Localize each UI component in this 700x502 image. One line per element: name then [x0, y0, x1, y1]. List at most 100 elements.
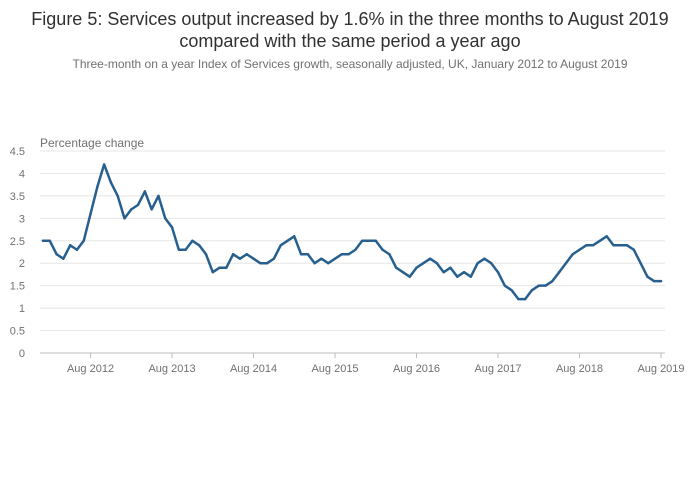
x-tick-label: Aug 2012: [67, 363, 114, 375]
data-point: [204, 253, 208, 256]
data-point: [197, 244, 201, 247]
data-point: [496, 271, 500, 274]
data-point: [612, 244, 615, 247]
data-point: [340, 253, 344, 256]
data-point: [218, 266, 221, 269]
data-point: [646, 275, 649, 278]
data-point: [293, 235, 296, 238]
data-point: [415, 266, 418, 269]
data-point: [483, 257, 486, 260]
x-tick-label: Aug 2018: [556, 363, 603, 375]
data-point: [143, 190, 147, 193]
data-point: [177, 248, 181, 251]
data-point: [632, 248, 636, 251]
data-point: [116, 194, 119, 198]
y-tick-label: 0: [19, 348, 25, 360]
data-point: [299, 253, 303, 256]
data-point: [510, 288, 513, 292]
y-tick-label: 3.5: [10, 191, 25, 203]
y-tick-label: 1: [19, 303, 25, 315]
x-tick-label: Aug 2015: [311, 363, 358, 375]
data-point: [462, 271, 466, 274]
data-point: [619, 244, 622, 247]
data-point: [503, 284, 507, 287]
data-point: [306, 253, 310, 256]
data-point: [327, 262, 330, 265]
data-point: [449, 266, 452, 269]
data-point: [238, 257, 242, 260]
data-point: [422, 262, 425, 265]
data-point: [428, 257, 432, 260]
data-point: [82, 239, 85, 242]
data-point: [75, 248, 79, 251]
data-point: [245, 253, 248, 256]
data-point: [401, 271, 405, 274]
data-point: [157, 194, 160, 198]
data-point: [625, 244, 629, 247]
chart-subtitle: Three-month on a year Index of Services …: [72, 57, 628, 71]
x-tick-label: Aug 2014: [230, 363, 277, 375]
data-point: [435, 262, 439, 265]
x-axis-ticks: Aug 2012 Aug 2013 Aug 2014 Aug 2015 Aug 2016…: [67, 353, 685, 375]
y-tick-label: 4: [19, 168, 25, 180]
data-point: [96, 185, 99, 189]
data-point: [109, 181, 113, 184]
y-tick-label: 4.5: [10, 146, 25, 158]
data-point: [530, 288, 534, 292]
data-point: [442, 271, 445, 274]
data-point: [585, 244, 588, 247]
data-point: [62, 257, 65, 260]
data-point: [388, 253, 391, 256]
y-axis-ticks: 0 0.5 1 1.5 2 2.5 3 3.5 4 4.5: [10, 146, 25, 360]
data-point: [367, 239, 371, 242]
data-point: [591, 244, 595, 247]
data-point: [347, 253, 350, 256]
data-point: [360, 239, 364, 242]
data-point: [476, 262, 479, 265]
data-point: [48, 239, 51, 242]
data-point: [55, 253, 58, 256]
data-point: [286, 239, 289, 242]
data-point: [653, 279, 656, 283]
data-point: [136, 203, 140, 207]
data-point: [252, 257, 255, 260]
data-point: [231, 253, 235, 256]
chart-title: Figure 5: Services output increased by 1…: [31, 9, 669, 51]
data-point: [469, 275, 473, 278]
data-point: [381, 248, 384, 251]
data-point: [130, 208, 133, 211]
y-tick-label: 3: [19, 213, 25, 225]
data-point: [578, 248, 581, 251]
data-point: [517, 297, 520, 301]
data-point: [123, 217, 126, 220]
data-point: [279, 244, 282, 247]
data-point: [333, 257, 337, 260]
data-point: [456, 275, 459, 278]
data-point: [394, 266, 398, 269]
data-point: [41, 239, 45, 242]
data-point: [272, 257, 276, 260]
data-point: [150, 208, 153, 211]
data-point: [408, 275, 411, 278]
data-point: [490, 262, 493, 265]
data-point: [68, 244, 72, 247]
series-group: [41, 163, 663, 301]
data-point: [320, 257, 323, 260]
x-tick-label: Aug 2017: [474, 363, 521, 375]
data-point: [571, 253, 574, 256]
data-point: [659, 279, 663, 283]
data-point: [191, 239, 194, 242]
x-tick-label: Aug 2013: [148, 363, 195, 375]
y-tick-label: 1.5: [10, 281, 25, 293]
data-point: [537, 284, 540, 287]
data-point: [564, 262, 568, 265]
data-point: [265, 262, 269, 265]
y-tick-label: 2: [19, 258, 25, 270]
data-point: [211, 271, 214, 274]
data-point: [639, 262, 642, 265]
y-tick-label: 2.5: [10, 236, 25, 248]
data-point: [544, 284, 547, 287]
gridlines: [40, 150, 665, 354]
data-point: [259, 262, 262, 265]
